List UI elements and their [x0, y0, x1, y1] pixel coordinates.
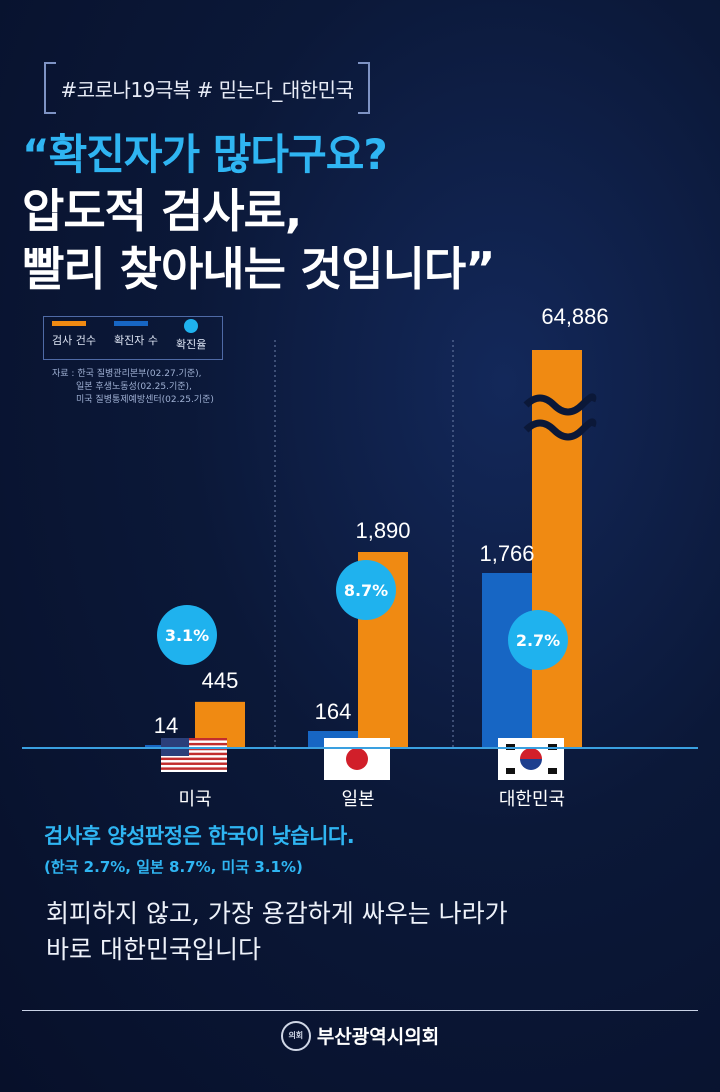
korea-flag-taegeuk-top — [520, 748, 542, 759]
source-line: 일본 후생노동성(02.25.기준), — [76, 382, 192, 392]
us-flag-stripe — [161, 767, 227, 770]
hashtag-text: #코로나19극복 # 믿는다_대한민국 — [60, 78, 354, 102]
source-line: 자료 : 한국 질병관리본부(02.27.기준), — [52, 369, 202, 379]
summary-heading: 검사후 양성판정은 한국이 낮습니다. — [44, 824, 355, 848]
axis-break-mark — [523, 418, 597, 441]
footer-divider — [22, 1010, 698, 1011]
korea-flag-taegeuk-bottom — [520, 759, 542, 770]
closing-message-line-2: 바로 대한민국입니다 — [46, 935, 261, 964]
closing-message: 회피하지 않고, 가장 용감하게 싸우는 나라가 바로 대한민국입니다 — [46, 896, 508, 968]
legend-label-tests: 검사 건수 — [52, 334, 96, 347]
korea-flag-trigram — [506, 768, 515, 774]
footer: 의회 부산광역시의회 — [0, 1020, 720, 1053]
us-flag-stripe — [161, 747, 227, 751]
source-line: 미국 질병통제예방센터(02.25.기준) — [76, 395, 214, 405]
bar-tests — [532, 350, 582, 748]
close-quote: ” — [465, 242, 495, 296]
headline-line-1: “확진자가 많다구요? — [22, 130, 388, 179]
hashtag-frame: #코로나19극복 # 믿는다_대한민국 — [44, 62, 370, 114]
summary-rates: (한국 2.7%, 일본 8.7%, 미국 3.1%) — [44, 858, 303, 876]
legend-label-rate: 확진율 — [176, 338, 207, 351]
legend-item-rate: 확진율 — [176, 319, 206, 352]
closing-message-line-1: 회피하지 않고, 가장 용감하게 싸우는 나라가 — [46, 899, 508, 928]
category-label: 일본 — [341, 789, 374, 810]
chart-legend: 검사 건수 확진자 수 확진율 — [43, 316, 223, 360]
rate-label: 3.1% — [165, 626, 209, 645]
legend-swatch-cases — [114, 321, 148, 326]
headline-line-3-text: 빨리 찾아내는 것입니다 — [22, 242, 466, 296]
data-source: 자료 : 한국 질병관리본부(02.27.기준), 일본 후생노동성(02.25… — [52, 368, 214, 407]
rate-label: 8.7% — [344, 581, 388, 600]
headline-line-2: 압도적 검사로, — [22, 184, 302, 238]
cases-value-label: 14 — [154, 713, 178, 738]
rate-bubble — [508, 610, 568, 670]
axis-break-mark — [523, 393, 597, 416]
rate-label: 2.7% — [516, 631, 560, 650]
tests-value-label: 445 — [202, 668, 239, 693]
rate-bubble — [336, 560, 396, 620]
council-seal-icon: 의회 — [280, 1020, 311, 1051]
cases-value-label: 1,766 — [479, 541, 534, 566]
tests-value-label: 1,890 — [355, 518, 410, 543]
headline: “확진자가 많다구요? 압도적 검사로, 빨리 찾아내는 것입니다” — [22, 128, 495, 298]
legend-swatch-tests — [52, 321, 86, 326]
org-name: 부산광역시의회 — [316, 1026, 440, 1048]
us-flag-stripe — [161, 757, 227, 761]
headline-line-3: 빨리 찾아내는 것입니다” — [22, 240, 495, 298]
us-flag-stripe — [161, 752, 227, 756]
legend-item-tests: 검사 건수 — [52, 321, 96, 348]
japan-flag-sun — [346, 748, 368, 770]
category-label: 대한민국 — [499, 789, 565, 810]
legend-swatch-rate — [184, 319, 199, 333]
legend-label-cases: 확진자 수 — [114, 334, 158, 347]
cases-value-label: 164 — [315, 699, 352, 724]
us-flag-stripe — [161, 762, 227, 765]
us-flag-stripe — [161, 742, 227, 746]
us-flag-stripe — [161, 738, 227, 741]
bar-chart: 14 445 3.1% 미국 164 1,890 8.7% 일본 1,766 64,886 2.7%… — [22, 304, 698, 810]
tests-value-label: 64,886 — [541, 304, 608, 329]
legend-item-cases: 확진자 수 — [114, 321, 158, 348]
rate-bubble — [157, 605, 217, 665]
category-label: 미국 — [178, 789, 211, 810]
korea-flag-trigram — [548, 768, 557, 774]
